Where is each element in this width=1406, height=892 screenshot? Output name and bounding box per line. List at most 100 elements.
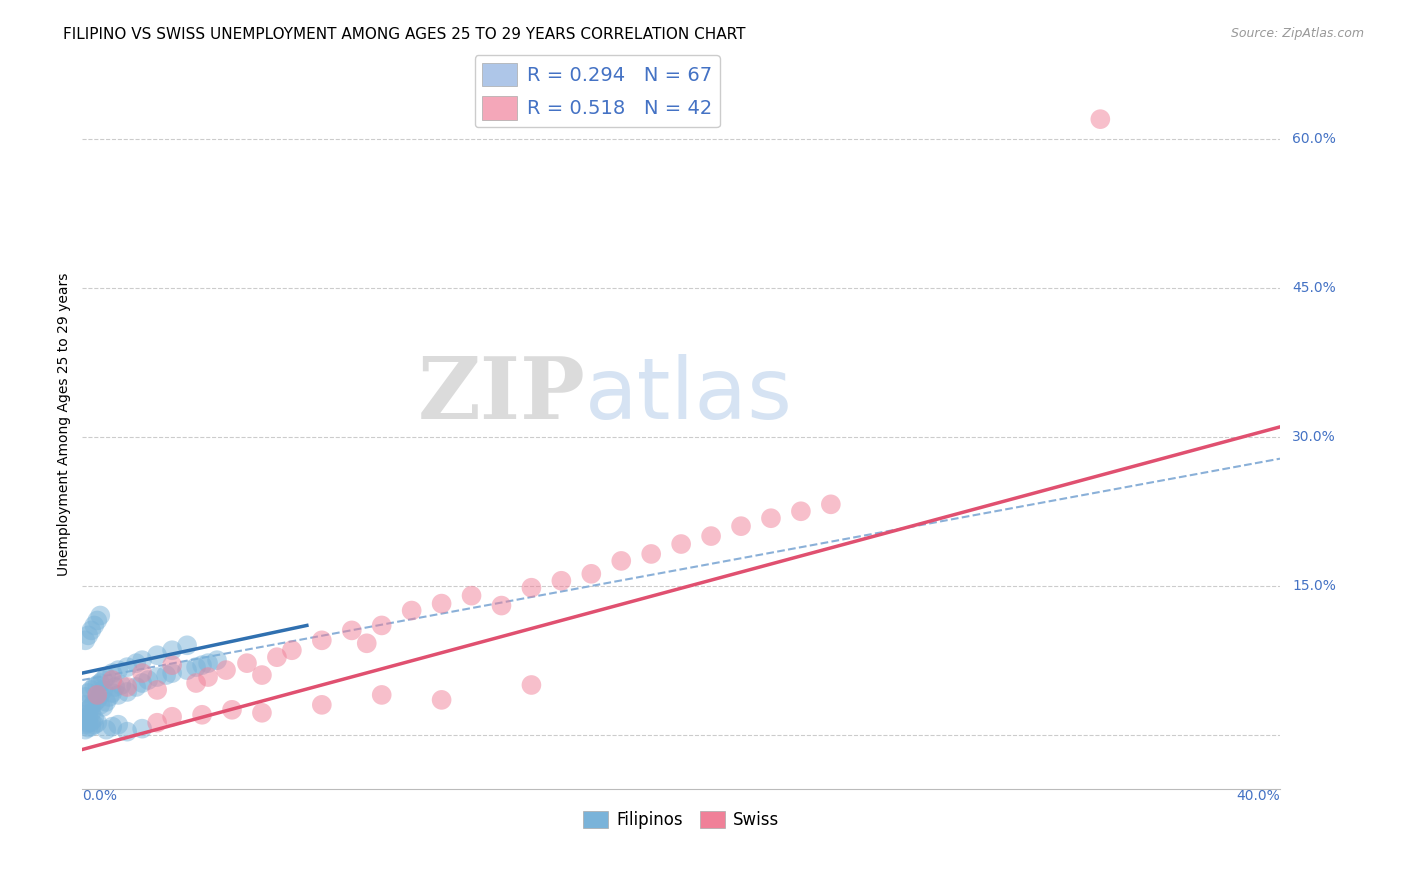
Point — [77, 628, 100, 642]
Point — [759, 511, 782, 525]
Point — [610, 554, 633, 568]
Point — [197, 670, 219, 684]
Point — [83, 618, 105, 632]
Point — [1090, 112, 1112, 127]
Point — [75, 633, 97, 648]
Point — [80, 706, 103, 720]
Point — [75, 698, 97, 712]
Point — [107, 663, 129, 677]
Point — [104, 680, 127, 694]
Point — [131, 666, 153, 681]
Point — [491, 599, 513, 613]
Point — [266, 650, 288, 665]
Point — [401, 603, 423, 617]
Point — [86, 678, 108, 692]
Point — [80, 714, 103, 729]
Point — [820, 497, 842, 511]
Text: 30.0%: 30.0% — [1292, 430, 1336, 444]
Point — [98, 690, 121, 704]
Point — [77, 703, 100, 717]
Point — [131, 722, 153, 736]
Point — [460, 589, 482, 603]
Point — [115, 680, 138, 694]
Point — [160, 710, 183, 724]
Text: atlas: atlas — [585, 354, 793, 437]
Point — [75, 723, 97, 737]
Text: ZIP: ZIP — [418, 353, 585, 437]
Point — [83, 696, 105, 710]
Point — [184, 660, 207, 674]
Point — [700, 529, 723, 543]
Point — [96, 670, 118, 684]
Point — [184, 676, 207, 690]
Point — [215, 663, 238, 677]
Text: 45.0%: 45.0% — [1292, 281, 1336, 295]
Point — [86, 688, 108, 702]
Point — [75, 717, 97, 731]
Point — [83, 680, 105, 694]
Point — [197, 656, 219, 670]
Point — [640, 547, 662, 561]
Text: FILIPINO VS SWISS UNEMPLOYMENT AMONG AGES 25 TO 29 YEARS CORRELATION CHART: FILIPINO VS SWISS UNEMPLOYMENT AMONG AGE… — [63, 27, 745, 42]
Point — [131, 653, 153, 667]
Point — [669, 537, 692, 551]
Point — [311, 698, 333, 712]
Point — [191, 707, 214, 722]
Point — [80, 699, 103, 714]
Point — [311, 633, 333, 648]
Point — [340, 624, 363, 638]
Point — [730, 519, 752, 533]
Point — [89, 676, 111, 690]
Point — [75, 713, 97, 727]
Point — [115, 685, 138, 699]
Point — [146, 715, 169, 730]
Point — [77, 710, 100, 724]
Point — [356, 636, 378, 650]
Point — [520, 678, 543, 692]
Point — [250, 668, 273, 682]
Point — [86, 614, 108, 628]
Point — [80, 624, 103, 638]
Text: 15.0%: 15.0% — [1292, 579, 1336, 592]
Text: 0.0%: 0.0% — [83, 789, 117, 803]
Point — [205, 653, 228, 667]
Point — [77, 715, 100, 730]
Point — [176, 663, 198, 677]
Point — [155, 668, 177, 682]
Text: 60.0%: 60.0% — [1292, 132, 1336, 146]
Point — [281, 643, 304, 657]
Point — [430, 693, 453, 707]
Point — [236, 656, 259, 670]
Point — [250, 706, 273, 720]
Point — [125, 680, 148, 694]
Point — [89, 608, 111, 623]
Point — [101, 666, 124, 681]
Point — [107, 688, 129, 702]
Point — [96, 723, 118, 737]
Point — [110, 678, 132, 692]
Point — [101, 673, 124, 687]
Point — [77, 721, 100, 735]
Point — [101, 720, 124, 734]
Point — [91, 682, 114, 697]
Point — [91, 673, 114, 687]
Point — [160, 666, 183, 681]
Y-axis label: Unemployment Among Ages 25 to 29 years: Unemployment Among Ages 25 to 29 years — [58, 273, 72, 576]
Point — [136, 673, 159, 687]
Text: 40.0%: 40.0% — [1236, 789, 1279, 803]
Point — [89, 688, 111, 702]
Point — [146, 648, 169, 663]
Point — [96, 695, 118, 709]
Point — [80, 720, 103, 734]
Point — [86, 715, 108, 730]
Point — [115, 660, 138, 674]
Point — [160, 643, 183, 657]
Text: Source: ZipAtlas.com: Source: ZipAtlas.com — [1230, 27, 1364, 40]
Point — [83, 717, 105, 731]
Point — [191, 658, 214, 673]
Point — [125, 656, 148, 670]
Point — [221, 703, 243, 717]
Point — [91, 699, 114, 714]
Point — [86, 693, 108, 707]
Legend: Filipinos, Swiss: Filipinos, Swiss — [576, 804, 786, 836]
